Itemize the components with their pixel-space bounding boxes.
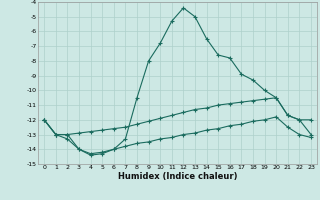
X-axis label: Humidex (Indice chaleur): Humidex (Indice chaleur) xyxy=(118,172,237,181)
